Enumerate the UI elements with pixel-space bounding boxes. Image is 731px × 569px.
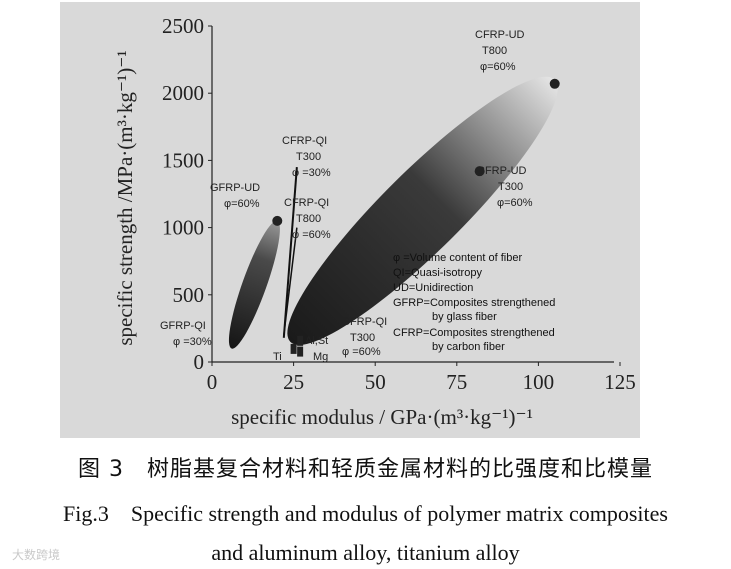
x-tick-label: 50 [365,370,386,394]
data-point [290,343,297,354]
annotation-cfrp-qi-t300-60: CFRP-QI T300 φ =60% [342,316,387,358]
annotation-ti: Ti [273,351,282,363]
chart: 0 25 50 75 100 125 0 500 1000 1500 2000 2500 specif… [113,14,636,429]
legend-item: GFRP=Composites strengthened [393,297,555,309]
figure-caption-english-line-1: Fig.3 Specific strength and modulus of p… [63,501,668,526]
svg-text:CFRP-QI: CFRP-QI [342,316,387,328]
figure-caption-english-line-2: and aluminum alloy, titanium alloy [211,540,520,565]
data-point [297,335,304,346]
annotation-cfrp-qi-t300-30: CFRP-QI T300 φ =30% [282,135,331,179]
annotation-mg: Mg [313,351,328,363]
svg-text:φ =30%: φ =30% [292,167,331,179]
svg-text:φ =60%: φ =60% [292,229,331,241]
data-point [549,78,560,89]
svg-text:φ=60%: φ=60% [497,197,533,209]
svg-text:CFRP-UD: CFRP-UD [477,165,527,177]
svg-text:CFRP-UD: CFRP-UD [475,29,525,41]
legend-item: φ =Volume content of fiber [393,252,522,264]
svg-text:CFRP-QI: CFRP-QI [282,135,327,147]
y-tick-label: 2000 [162,81,204,105]
region-line [282,167,298,338]
y-tick-label: 0 [194,350,205,374]
y-tick-label: 500 [173,283,205,307]
x-axis-label: specific modulus / GPa·(m³·kg⁻¹)⁻¹ [231,405,533,429]
legend-item: UD=Unidirection [393,282,473,294]
svg-text:T800: T800 [482,45,507,57]
data-point [272,215,283,226]
svg-text:φ=60%: φ=60% [480,61,516,73]
legend-item: by glass fiber [432,311,497,323]
svg-text:φ =60%: φ =60% [342,346,381,358]
x-tick-label: 0 [207,370,218,394]
x-tick-label: 125 [604,370,636,394]
data-region [287,76,558,345]
figure-caption-chinese: 图 3 树脂基复合材料和轻质金属材料的比强度和比模量 [78,457,653,482]
data-point [474,166,485,177]
x-tick-label: 75 [446,370,467,394]
y-tick-label: 1500 [162,148,204,172]
chart-panel: 0 25 50 75 100 125 0 500 1000 1500 2000 2500 specif… [60,2,640,438]
annotation-cfrp-ud-t300: CFRP-UD T300 φ=60% [477,165,533,209]
y-tick-label: 2500 [162,14,204,38]
svg-text:GFRP-QI: GFRP-QI [160,320,206,332]
annotation-cfrp-ud-t800: CFRP-UD T800 φ=60% [475,29,525,73]
annotation-cfrp-qi-t800: CFRP-QI T800 φ =60% [284,197,331,241]
svg-text:T300: T300 [350,332,375,344]
svg-text:φ =30%: φ =30% [173,336,212,348]
legend-item: QI=Quasi-isotropy [393,267,482,279]
svg-text:φ=60%: φ=60% [224,198,260,210]
y-axis-label: specific strength /MPa·(m³·kg⁻¹)⁻¹ [113,50,137,345]
svg-text:T800: T800 [296,213,321,225]
annotation-gfrp-ud: GFRP-UD φ=60% [210,182,260,210]
annotation-al-st: Al,St [305,335,328,347]
data-region [228,220,280,349]
annotation-gfrp-qi: GFRP-QI φ =30% [160,320,212,348]
legend-item: CFRP=Composites strengthened [393,327,555,339]
svg-text:GFRP-UD: GFRP-UD [210,182,260,194]
y-tick-label: 1000 [162,216,204,240]
svg-text:T300: T300 [296,151,321,163]
svg-text:T300: T300 [498,181,523,193]
x-tick-label: 25 [283,370,304,394]
data-points [272,78,560,357]
data-regions [228,76,558,349]
axes [208,25,621,366]
tick-labels: 0 25 50 75 100 125 0 500 1000 1500 2000 2500 [162,14,636,394]
x-tick-label: 100 [523,370,555,394]
watermark: 大数跨境 [12,548,61,562]
svg-text:CFRP-QI: CFRP-QI [284,197,329,209]
region-line [283,227,298,336]
legend-item: by carbon fiber [432,341,505,353]
legend: φ =Volume content of fiber QI=Quasi-isot… [393,252,555,353]
data-point [297,346,304,357]
